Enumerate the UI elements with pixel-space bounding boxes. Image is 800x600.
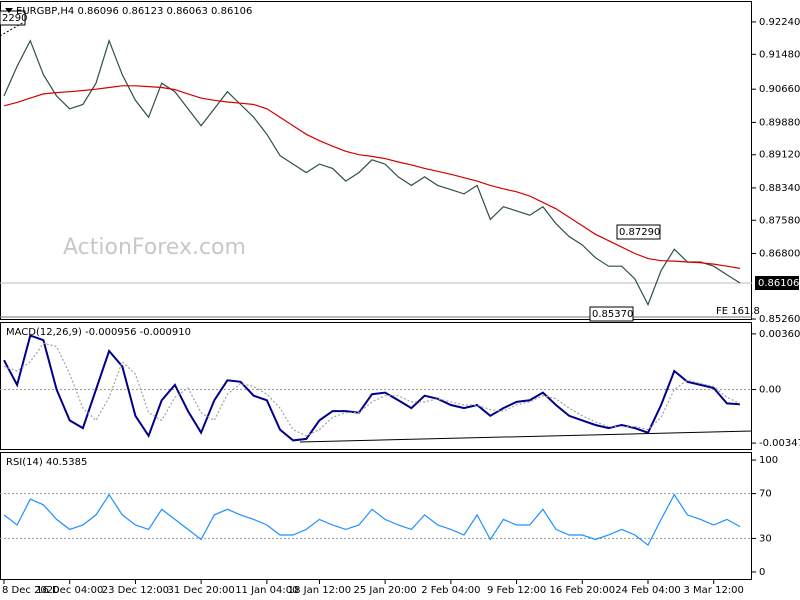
- panel-frame: [0, 322, 752, 450]
- annotation-box: [616, 224, 661, 240]
- y-tick-label: -0.003472: [759, 438, 800, 449]
- annotation-box: [0, 10, 26, 26]
- panel-frame: [0, 1, 752, 320]
- annotation: FE 161.8: [716, 306, 760, 317]
- y-tick-label: 0.91480: [759, 49, 800, 60]
- y-tick-label: 0: [759, 567, 765, 578]
- x-tick-label: 16 Dec 04:00: [36, 585, 103, 596]
- y-tick-label: 70: [759, 489, 772, 500]
- x-tick-label: 2 Feb 04:00: [421, 585, 480, 596]
- x-tick-label: 16 Feb 20:00: [549, 585, 615, 596]
- annotation: 0.87290: [619, 227, 660, 238]
- series-line: [3, 85, 741, 269]
- annotation-line: [0, 21, 25, 37]
- last-price-box: [755, 276, 799, 291]
- panel-title: MACD(12,26,9) -0.000956 -0.000910: [6, 327, 191, 338]
- annotation: 0.85370: [592, 309, 633, 320]
- series-line: [3, 334, 741, 442]
- y-tick-label: 0.87580: [759, 215, 800, 226]
- title-icon: [5, 8, 13, 13]
- x-tick-label: 11 Jan 04:00: [235, 585, 298, 596]
- x-tick-label: 24 Feb 04:00: [615, 585, 681, 596]
- panel-title: EURGBP,H4 0.86096 0.86123 0.86063 0.8610…: [16, 6, 252, 17]
- y-tick-label: 100: [759, 455, 778, 466]
- series-line: [3, 493, 741, 547]
- last-price-label: 0.86106: [758, 278, 799, 289]
- x-tick-label: 3 Mar 12:00: [684, 585, 744, 596]
- panel-title: RSI(14) 40.5385: [6, 457, 87, 468]
- x-tick-label: 25 Jan 20:00: [353, 585, 416, 596]
- x-tick-label: 18 Jan 12:00: [288, 585, 351, 596]
- y-tick-label: 0.00: [759, 385, 781, 396]
- x-tick-label: 9 Feb 12:00: [487, 585, 546, 596]
- panel-frame: [0, 452, 752, 580]
- y-tick-label: 30: [759, 533, 772, 544]
- x-tick-label: 23 Dec 12:00: [102, 585, 169, 596]
- y-tick-label: 0.85260: [759, 314, 800, 325]
- watermark: ActionForex.com: [63, 235, 246, 260]
- x-tick-label: 31 Dec 20:00: [168, 585, 235, 596]
- annotation: 2290: [2, 13, 27, 24]
- y-tick-label: 0.003609: [759, 329, 800, 340]
- series-line: [3, 342, 741, 437]
- y-tick-label: 0.89880: [759, 117, 800, 128]
- y-tick-label: 0.86800: [759, 248, 800, 259]
- y-tick-label: 0.88340: [759, 183, 800, 194]
- annotation-box: [589, 306, 634, 322]
- series-line: [3, 38, 741, 307]
- y-tick-label: 0.89120: [759, 150, 800, 161]
- x-tick-label: 8 Dec 2020: [2, 585, 60, 596]
- y-tick-label: 0.90660: [759, 84, 800, 95]
- trend-line: [299, 430, 753, 443]
- y-tick-label: 0.92240: [759, 17, 800, 28]
